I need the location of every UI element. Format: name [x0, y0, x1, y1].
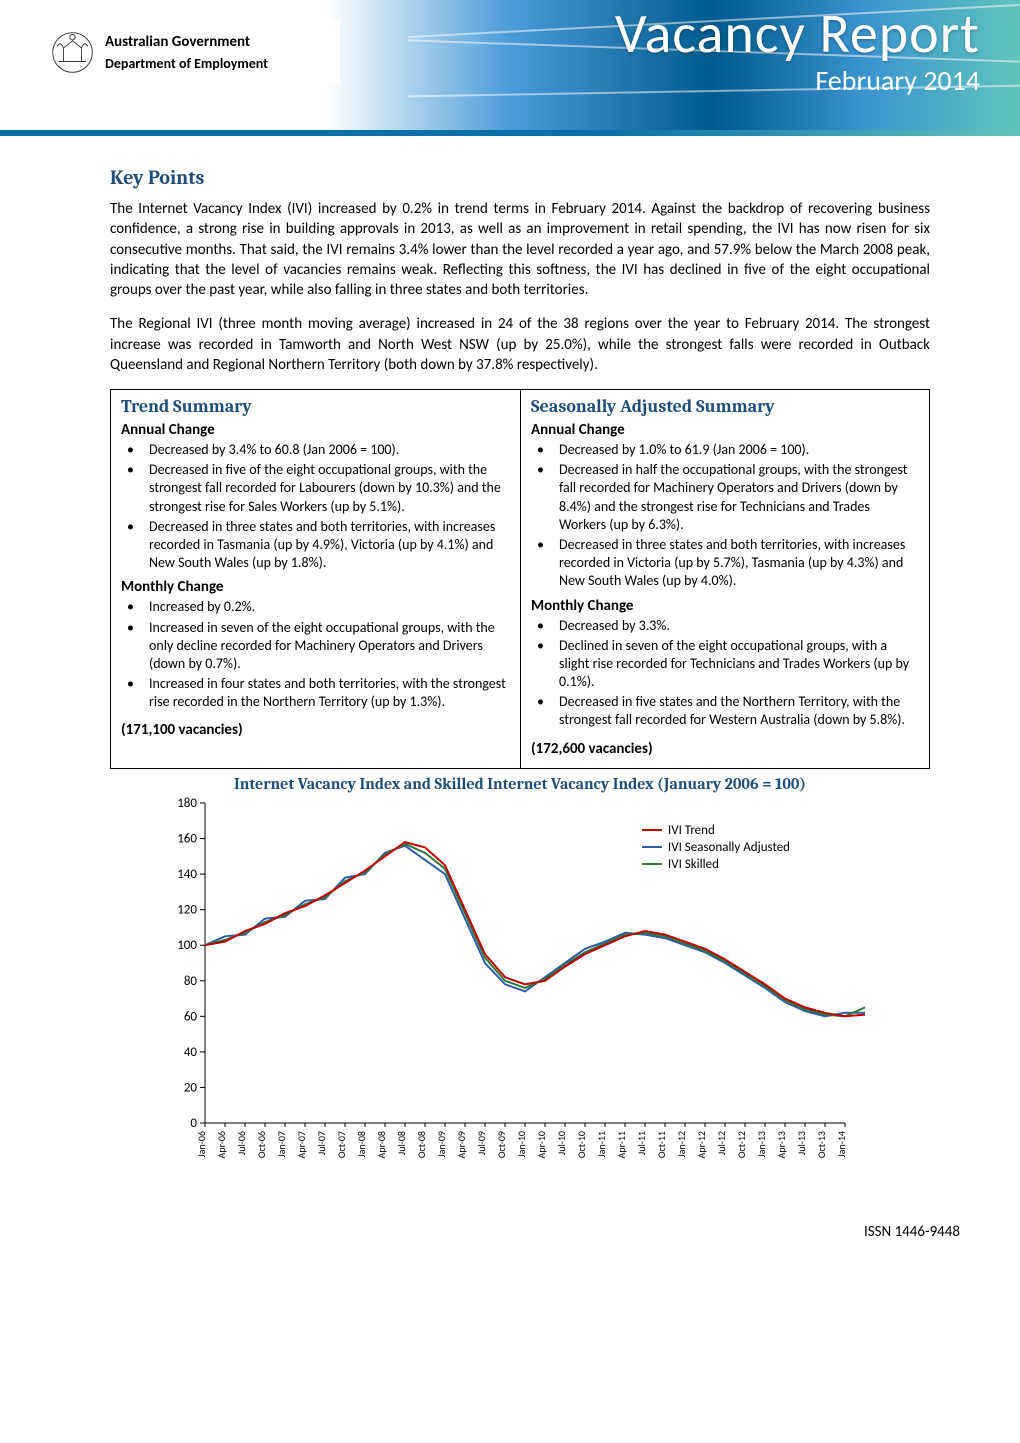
legend-item-trend: IVI Trend: [642, 823, 790, 838]
list-item: Decreased in three states and both terri…: [121, 518, 510, 573]
issn-label: ISSN 1446-9448: [0, 1213, 1020, 1271]
svg-text:Jul-08: Jul-08: [395, 1131, 408, 1155]
trend-vacancies: (171,100 vacancies): [121, 721, 510, 739]
svg-text:Jan-11: Jan-11: [595, 1131, 608, 1157]
report-date: February 2014: [615, 63, 980, 98]
svg-text:Oct-12: Oct-12: [735, 1131, 748, 1158]
svg-text:Apr-08: Apr-08: [375, 1131, 388, 1158]
svg-text:Jan-09: Jan-09: [435, 1131, 448, 1157]
list-item: Increased in seven of the eight occupati…: [121, 619, 510, 674]
legend-swatch: [642, 863, 662, 865]
svg-text:Jan-12: Jan-12: [675, 1131, 688, 1157]
summary-box: Trend Summary Annual Change Decreased by…: [110, 389, 930, 769]
legend-label: IVI Trend: [668, 823, 715, 838]
trend-monthly-list: Increased by 0.2%. Increased in seven of…: [121, 598, 510, 711]
header-banner: Australian Government Department of Empl…: [0, 0, 1020, 130]
sa-monthly-list: Decreased by 3.3%. Declined in seven of …: [531, 617, 919, 730]
svg-text:Oct-11: Oct-11: [655, 1131, 668, 1158]
list-item: Decreased by 3.3%.: [531, 617, 919, 635]
svg-text:Jan-14: Jan-14: [835, 1131, 848, 1157]
svg-text:Apr-13: Apr-13: [775, 1131, 788, 1158]
svg-text:Oct-10: Oct-10: [575, 1131, 588, 1158]
list-item: Decreased in half the occupational group…: [531, 461, 919, 534]
svg-text:Jul-10: Jul-10: [555, 1131, 568, 1155]
svg-text:Oct-06: Oct-06: [255, 1131, 268, 1158]
list-item: Increased by 0.2%.: [121, 598, 510, 616]
svg-text:Apr-11: Apr-11: [615, 1131, 628, 1158]
sa-vacancies: (172,600 vacancies): [531, 740, 919, 758]
trend-monthly-heading: Monthly Change: [121, 578, 510, 596]
legend-item-skilled: IVI Skilled: [642, 857, 790, 872]
svg-text:Apr-09: Apr-09: [455, 1131, 468, 1158]
svg-text:Oct-09: Oct-09: [495, 1131, 508, 1158]
svg-text:Jan-13: Jan-13: [755, 1131, 768, 1157]
svg-text:140: 140: [177, 867, 197, 882]
sa-monthly-heading: Monthly Change: [531, 597, 919, 615]
svg-text:Apr-07: Apr-07: [295, 1131, 308, 1158]
svg-text:180: 180: [177, 796, 197, 811]
svg-text:0: 0: [190, 1116, 197, 1131]
svg-text:80: 80: [184, 973, 198, 988]
svg-text:Oct-08: Oct-08: [415, 1131, 428, 1158]
ivi-chart: 0 20 40 60 80 100 120 140 160 180 Jan-06 Apr-06 Jul-…: [160, 793, 880, 1193]
svg-text:160: 160: [177, 831, 197, 846]
crest-icon: [50, 30, 95, 75]
svg-text:Apr-10: Apr-10: [535, 1131, 548, 1158]
key-points-heading: Key Points: [110, 166, 930, 189]
svg-text:Oct-07: Oct-07: [335, 1131, 348, 1158]
legend-swatch: [642, 829, 662, 831]
legend-label: IVI Skilled: [668, 857, 719, 872]
sa-column: Seasonally Adjusted Summary Annual Chang…: [520, 390, 929, 768]
svg-text:Jan-08: Jan-08: [355, 1131, 368, 1157]
main-content: Key Points The Internet Vacancy Index (I…: [0, 136, 1020, 1213]
trend-annual-heading: Annual Change: [121, 421, 510, 439]
svg-text:Jan-10: Jan-10: [515, 1131, 528, 1157]
list-item: Decreased in three states and both terri…: [531, 536, 919, 591]
list-item: Decreased in five of the eight occupatio…: [121, 461, 510, 516]
svg-text:Jul-13: Jul-13: [795, 1131, 808, 1155]
trend-heading: Trend Summary: [121, 396, 510, 417]
sa-heading: Seasonally Adjusted Summary: [531, 396, 919, 417]
svg-text:Jul-07: Jul-07: [315, 1131, 328, 1155]
sa-annual-list: Decreased by 1.0% to 61.9 (Jan 2006 = 10…: [531, 441, 919, 591]
svg-text:100: 100: [177, 938, 197, 953]
svg-text:Jul-09: Jul-09: [475, 1131, 488, 1155]
list-item: Decreased by 1.0% to 61.9 (Jan 2006 = 10…: [531, 441, 919, 459]
department-name: Department of Employment: [105, 55, 268, 72]
list-item: Increased in four states and both territ…: [121, 675, 510, 711]
key-points-para-2: The Regional IVI (three month moving ave…: [110, 314, 930, 375]
legend-swatch: [642, 846, 662, 848]
sa-annual-heading: Annual Change: [531, 421, 919, 439]
legend-label: IVI Seasonally Adjusted: [668, 840, 790, 855]
report-title: Vacancy Report: [615, 0, 980, 68]
svg-text:40: 40: [184, 1045, 198, 1060]
trend-column: Trend Summary Annual Change Decreased by…: [111, 390, 520, 768]
chart-title: Internet Vacancy Index and Skilled Inter…: [110, 775, 930, 793]
svg-text:60: 60: [184, 1009, 198, 1024]
svg-text:Jan-06: Jan-06: [195, 1131, 208, 1157]
svg-text:Jan-07: Jan-07: [275, 1131, 288, 1157]
list-item: Decreased by 3.4% to 60.8 (Jan 2006 = 10…: [121, 441, 510, 459]
svg-text:Oct-13: Oct-13: [815, 1131, 828, 1158]
svg-text:Apr-12: Apr-12: [695, 1131, 708, 1158]
svg-text:Apr-06: Apr-06: [215, 1131, 228, 1158]
chart-legend: IVI Trend IVI Seasonally Adjusted IVI Sk…: [642, 823, 790, 874]
trend-annual-list: Decreased by 3.4% to 60.8 (Jan 2006 = 10…: [121, 441, 510, 572]
svg-text:20: 20: [184, 1080, 198, 1095]
svg-text:Jul-06: Jul-06: [235, 1131, 248, 1155]
list-item: Decreased in five states and the Norther…: [531, 693, 919, 729]
key-points-para-1: The Internet Vacancy Index (IVI) increas…: [110, 199, 930, 300]
legend-item-sa: IVI Seasonally Adjusted: [642, 840, 790, 855]
list-item: Declined in seven of the eight occupatio…: [531, 637, 919, 692]
government-logo-block: Australian Government Department of Empl…: [40, 20, 340, 85]
svg-text:Jul-12: Jul-12: [715, 1131, 728, 1155]
svg-text:Jul-11: Jul-11: [635, 1131, 648, 1155]
svg-text:120: 120: [177, 902, 197, 917]
gov-name: Australian Government: [105, 33, 268, 51]
